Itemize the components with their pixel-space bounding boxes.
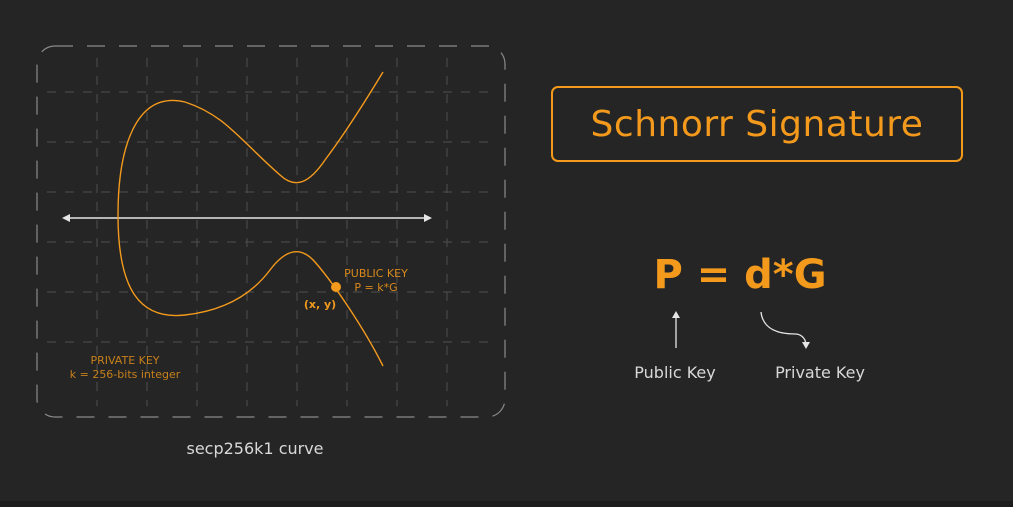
curve-frame [36,45,506,418]
point-label: (x, y) [304,298,336,311]
private-key-arrow [760,311,810,349]
curve-caption: secp256k1 curve [186,439,324,458]
private-key-description: k = 256-bits integer [70,368,181,381]
bottom-strip [0,501,1013,507]
x-axis [62,214,432,222]
private-key-label: Private Key [775,363,865,382]
private-key-title: PRIVATE KEY [90,354,159,367]
public-key-title: PUBLIC KEY [344,267,408,280]
public-key-formula: P = k*G [354,281,397,294]
grid [47,58,494,406]
page-title: Schnorr Signature [590,103,924,145]
public-key-arrow [672,311,680,348]
key-formula: P = d*G [653,252,827,298]
elliptic-curve [117,71,384,367]
title-box: Schnorr Signature [551,86,963,162]
public-key-label: Public Key [634,363,716,382]
curve-point [331,282,341,292]
